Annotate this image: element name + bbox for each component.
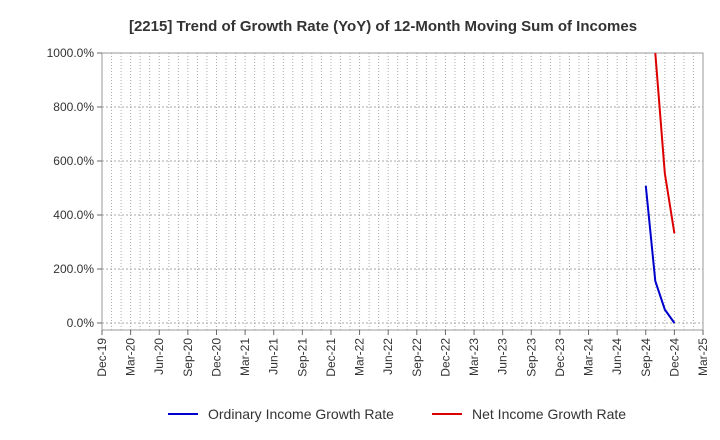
- x-tick-label: Mar-22: [353, 338, 367, 376]
- y-tick-label: 1000.0%: [47, 46, 95, 60]
- y-tick-label: 200.0%: [53, 262, 94, 276]
- x-tick-label: Sep-21: [295, 338, 309, 377]
- x-tick-label: Jun-20: [152, 338, 166, 375]
- y-tick-label: 0.0%: [67, 316, 95, 330]
- x-tick-label: Dec-24: [667, 338, 681, 377]
- x-tick-label: Dec-21: [324, 338, 338, 377]
- x-tick-label: Mar-21: [238, 338, 252, 376]
- x-tick-label: Jun-24: [610, 338, 624, 375]
- x-tick-label: Mar-25: [696, 338, 710, 376]
- x-tick-label: Dec-22: [438, 338, 452, 377]
- x-tick-label: Dec-20: [209, 338, 223, 377]
- y-tick-label: 400.0%: [53, 208, 94, 222]
- x-tick-label: Jun-23: [496, 338, 510, 375]
- x-tick-label: Jun-22: [381, 338, 395, 375]
- legend-label: Net Income Growth Rate: [472, 406, 626, 422]
- plot-area: [101, 52, 704, 331]
- x-tick-label: Dec-19: [95, 338, 109, 377]
- series-line: [654, 52, 676, 234]
- x-tick-label: Jun-21: [267, 338, 281, 375]
- x-tick-label: Dec-23: [553, 338, 567, 377]
- y-axis: 0.0% 200.0% 400.0% 600.0% 800.0% 1000.0%: [47, 46, 102, 330]
- y-tick-label: 600.0%: [53, 154, 94, 168]
- legend-label: Ordinary Income Growth Rate: [208, 406, 394, 422]
- x-tick-label: Mar-20: [124, 338, 138, 376]
- plot-grid: [102, 52, 703, 330]
- y-tick-label: 800.0%: [53, 100, 94, 114]
- x-axis: Dec-19 Mar-20 Jun-20 Sep-20 Dec-20 Mar-21 Jun-…: [95, 330, 710, 377]
- chart-title: [2215] Trend of Growth Rate (YoY) of 12-…: [129, 18, 637, 35]
- x-tick-label: Sep-23: [524, 338, 538, 377]
- series-lines: [644, 52, 676, 324]
- series-line: [644, 185, 676, 324]
- x-tick-label: Mar-23: [467, 338, 481, 376]
- x-tick-label: Sep-22: [410, 338, 424, 377]
- legend: Ordinary Income Growth Rate Net Income Gr…: [168, 406, 626, 422]
- x-tick-label: Sep-24: [639, 338, 653, 377]
- x-tick-label: Mar-24: [582, 338, 596, 376]
- x-tick-label: Sep-20: [181, 338, 195, 377]
